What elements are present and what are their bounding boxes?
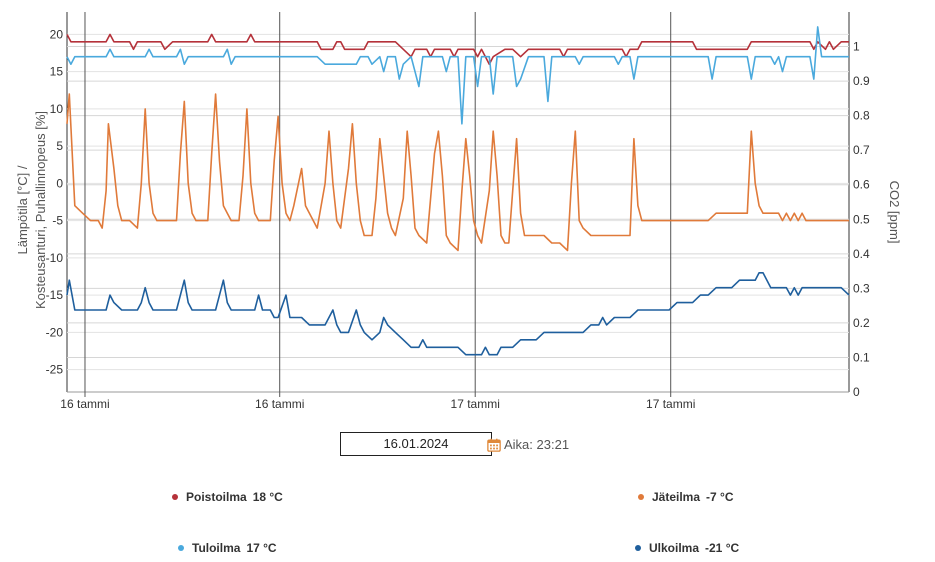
legend-dot	[638, 493, 644, 500]
right-tick-label: 0.4	[853, 247, 870, 261]
legend-value: 17 °C	[246, 541, 277, 555]
left-tick-label: -10	[46, 251, 64, 265]
left-tick-label: -5	[52, 214, 63, 228]
right-axis-label: CO2 [ppm]	[887, 181, 902, 244]
right-tick-label: 1	[853, 40, 860, 54]
grid-lines	[66, 12, 850, 397]
series-lines	[66, 26, 850, 356]
legend-value: -7 °C	[706, 490, 734, 504]
legend-item-tuloilma[interactable]: Tuloilma 17 °C	[178, 541, 277, 555]
legend-value: 18 °C	[252, 490, 283, 504]
left-tick-label: 20	[50, 27, 64, 41]
legend-value: -21 °C	[705, 541, 740, 555]
calendar-icon[interactable]	[487, 438, 501, 452]
date-input[interactable]: 16.01.2024	[340, 432, 492, 456]
legend-label: Poistoilma	[186, 490, 247, 504]
legend-label: Ulkoilma	[649, 541, 700, 555]
right-tick-label: 0.5	[853, 212, 870, 226]
left-axis-label-line2: Kosteusanturi, Puhallinnopeus [%]	[33, 111, 48, 309]
left-tick-label: -20	[46, 325, 64, 339]
legend-dot	[178, 544, 184, 551]
right-tick-label: 0.3	[853, 281, 870, 295]
legend-item-jateilma[interactable]: Jäteilma -7 °C	[638, 490, 734, 504]
right-tick-label: 0	[853, 385, 860, 399]
right-tick-label: 0.7	[853, 143, 870, 157]
left-tick-label: -25	[46, 363, 64, 377]
line-chart: 1 0.9 0.8 0.7 0.6 0.5 0.4 0.3 0.2 0.1 0 20 15 10 5 0 -5 -…	[15, 12, 902, 411]
right-tick-label: 0.1	[853, 350, 870, 364]
x-tick-label: 16 tammi	[255, 397, 304, 411]
right-tick-label: 0.8	[853, 109, 870, 123]
legend-item-poistoilma[interactable]: Poistoilma 18 °C	[172, 490, 283, 504]
right-tick-label: 0.2	[853, 316, 870, 330]
legend-item-ulkoilma[interactable]: Ulkoilma -21 °C	[635, 541, 739, 555]
series-line-jateilma	[66, 93, 849, 252]
legend-dot	[172, 493, 178, 500]
x-tick-label: 17 tammi	[646, 397, 695, 411]
tick-labels: 1 0.9 0.8 0.7 0.6 0.5 0.4 0.3 0.2 0.1 0 20 15 10 5 0 -5 -…	[46, 27, 870, 411]
x-tick-label: 16 tammi	[60, 397, 109, 411]
left-tick-label: 15	[50, 65, 64, 79]
legend-label: Tuloilma	[192, 541, 241, 555]
left-axis-label-line1: Lämpötila [°C] /	[15, 165, 30, 254]
left-tick-label: 0	[56, 176, 63, 190]
legend-label: Jäteilma	[652, 490, 701, 504]
left-tick-label: 10	[50, 102, 64, 116]
right-tick-label: 0.6	[853, 178, 870, 192]
legend-dot	[635, 544, 641, 551]
series-line-ulkoilma	[66, 271, 850, 356]
left-tick-label: -15	[46, 288, 64, 302]
series-line-poistoilma	[66, 33, 849, 65]
left-tick-label: 5	[56, 139, 63, 153]
series-line-tuloilma	[66, 26, 849, 125]
date-time-row: 16.01.2024 Aika: 23:21	[340, 431, 569, 457]
right-tick-label: 0.9	[853, 74, 870, 88]
x-tick-label: 17 tammi	[451, 397, 500, 411]
time-label: Aika: 23:21	[504, 436, 570, 452]
